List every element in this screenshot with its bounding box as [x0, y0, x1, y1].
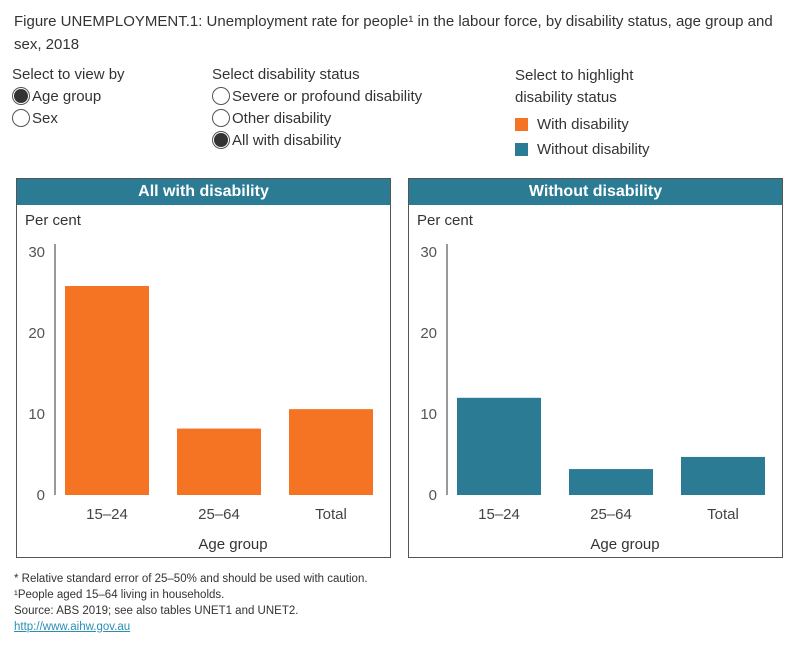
highlight-label-2: disability status	[515, 89, 617, 106]
x-tick-label: Total	[707, 506, 739, 523]
chart-without-disability: Per cent 0 10 20 30 15–24 25–64 Total Age group	[417, 212, 765, 553]
x-axis-title: Age group	[590, 536, 659, 553]
x-tick-label: 25–64	[590, 506, 632, 523]
legend-label: With disability	[537, 116, 629, 133]
view-by-label: Select to view by	[12, 66, 125, 83]
radio-unselected-icon	[212, 87, 230, 105]
disability-status-label: Select disability status	[212, 66, 360, 83]
teal-swatch-icon	[515, 143, 528, 156]
footnote: ¹People aged 15–64 living in households.	[14, 589, 225, 601]
legend-with-disability[interactable]: With disability	[515, 112, 650, 137]
y-tick-label: 30	[420, 244, 437, 261]
rse-note: * Relative standard error of 25–50% and …	[14, 573, 368, 585]
radio-label: Age group	[32, 87, 102, 105]
bar-25–64	[177, 428, 261, 495]
y-axis-title: Per cent	[25, 212, 82, 229]
bar-Total	[289, 409, 373, 495]
y-axis-title: Per cent	[417, 212, 474, 229]
legend-without-disability[interactable]: Without disability	[515, 137, 650, 162]
figure-title: Figure UNEMPLOYMENT.1: Unemployment rate…	[14, 13, 773, 53]
source-note: Source: ABS 2019; see also tables UNET1 …	[14, 605, 299, 617]
radio-age-group[interactable]: Age group	[12, 85, 125, 107]
legend-label: Without disability	[537, 141, 650, 158]
bar-25–64	[569, 469, 653, 495]
notes: * Relative standard error of 25–50% and …	[14, 571, 368, 635]
panel-title: All with disability	[17, 179, 390, 205]
radio-selected-icon	[212, 131, 230, 149]
x-tick-label: 15–24	[86, 506, 128, 523]
view-by-control: Select to view by Age group Sex	[12, 66, 125, 129]
y-tick-label: 20	[28, 325, 45, 342]
y-tick-label: 0	[429, 487, 437, 504]
x-axis-title: Age group	[198, 536, 267, 553]
y-tick-label: 10	[420, 406, 437, 423]
radio-other-disability[interactable]: Other disability	[212, 107, 422, 129]
y-tick-label: 20	[420, 325, 437, 342]
y-tick-label: 0	[37, 487, 45, 504]
y-tick-label: 30	[28, 244, 45, 261]
panel-without-disability: Without disability Per cent 0 10 20 30 15–24 2…	[408, 178, 783, 558]
y-tick-label: 10	[28, 406, 45, 423]
orange-swatch-icon	[515, 118, 528, 131]
radio-selected-icon	[12, 87, 30, 105]
chart-with-disability: Per cent 0 10 20 30 15–24 25–64 Total Age group	[25, 212, 373, 553]
bar-15–24	[457, 397, 541, 495]
radio-all-with-disability[interactable]: All with disability	[212, 129, 422, 151]
radio-severe-profound[interactable]: Severe or profound disability	[212, 85, 422, 107]
bar-15–24	[65, 286, 149, 495]
aihw-link[interactable]: http://www.aihw.gov.au	[14, 621, 131, 633]
highlight-legend: Select to highlight disability status Wi…	[515, 65, 650, 162]
disability-status-control: Select disability status Severe or profo…	[212, 66, 422, 151]
radio-unselected-icon	[12, 109, 30, 127]
bar-Total	[681, 456, 765, 495]
x-tick-label: 15–24	[478, 506, 520, 523]
radio-label: Sex	[32, 109, 58, 127]
x-tick-label: 25–64	[198, 506, 240, 523]
panel-title: Without disability	[409, 179, 782, 205]
highlight-label-1: Select to highlight	[515, 67, 634, 84]
panel-with-disability: All with disability Per cent 0 10 20 30 15–24…	[16, 178, 391, 558]
radio-unselected-icon	[212, 109, 230, 127]
radio-label: Other disability	[232, 109, 332, 127]
radio-label: Severe or profound disability	[232, 87, 423, 105]
radio-sex[interactable]: Sex	[12, 107, 125, 129]
x-tick-label: Total	[315, 506, 347, 523]
radio-label: All with disability	[232, 131, 342, 149]
